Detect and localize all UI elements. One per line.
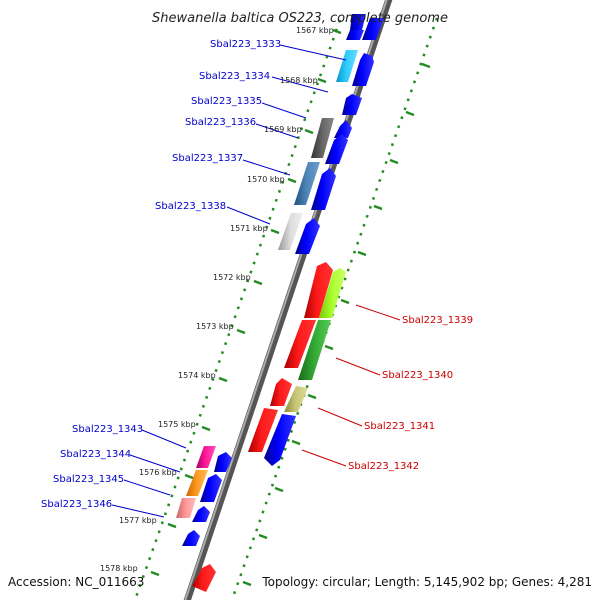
kbp-label: 1568 kbp — [280, 76, 318, 85]
genome-backbone — [183, 0, 393, 600]
gene-block-a1[interactable] — [362, 18, 384, 40]
gene-sbal223-1342[interactable] — [248, 408, 278, 452]
gene-block-c2[interactable] — [200, 474, 222, 502]
gene-sbal223-1333-b[interactable] — [346, 30, 364, 40]
gene-sbal223-1333[interactable] — [350, 14, 366, 30]
gene-sbal223-1341[interactable] — [284, 386, 308, 412]
gene-label-1342[interactable]: Sbal223_1342 — [348, 461, 419, 472]
kbp-label: 1573 kbp — [196, 322, 234, 331]
gene-label-1345[interactable]: Sbal223_1345 — [53, 474, 124, 485]
gene-label-1338[interactable]: Sbal223_1338 — [155, 201, 226, 212]
gene-sbal223-1345[interactable] — [176, 498, 196, 518]
kbp-label: 1575 kbp — [158, 420, 196, 429]
accession-text: Accession: NC_011663 — [8, 575, 144, 589]
gene-block-a2[interactable] — [352, 53, 374, 86]
inner-ring-ticks — [150, 28, 342, 577]
gene-sbal223-1338[interactable] — [278, 213, 303, 250]
left-label-connectors — [111, 44, 347, 518]
gene-block-a5[interactable] — [311, 168, 336, 210]
gene-label-1346[interactable]: Sbal223_1346 — [41, 499, 112, 510]
gene-label-1340[interactable]: Sbal223_1340 — [382, 370, 453, 381]
gene-label-1333[interactable]: Sbal223_1333 — [210, 39, 281, 50]
right-label-connectors — [301, 304, 401, 467]
genome-backbone-highlight — [184, 0, 388, 600]
gene-red-small[interactable] — [270, 378, 292, 406]
kbp-label: 1574 kbp — [178, 371, 216, 380]
gene-red-bottom[interactable] — [192, 564, 216, 592]
outer-ring-dots — [230, 17, 439, 600]
gene-sbal223-1340-b[interactable] — [298, 320, 331, 380]
gene-label-1335[interactable]: Sbal223_1335 — [191, 96, 262, 107]
gene-label-1337[interactable]: Sbal223_1337 — [172, 153, 243, 164]
gene-sbal223-1339-b[interactable] — [284, 320, 316, 368]
gene-block-a3[interactable] — [334, 120, 352, 138]
right-gene-labels: Sbal223_1339 Sbal223_1340 Sbal223_1341 S… — [348, 315, 473, 472]
gene-sbal223-1334[interactable] — [336, 50, 358, 82]
gene-sbal223-1335[interactable] — [342, 94, 362, 115]
kbp-label: 1571 kbp — [230, 224, 268, 233]
gene-sbal223-1339[interactable] — [304, 262, 333, 318]
kbp-label: 1577 kbp — [119, 516, 157, 525]
gene-block-c3[interactable] — [192, 506, 210, 522]
gene-sbal223-1346[interactable] — [182, 530, 200, 546]
outer-ring-ticks — [242, 62, 431, 587]
gene-sbal223-1340[interactable] — [319, 268, 346, 318]
kbp-label: 1572 kbp — [213, 273, 251, 282]
gene-sbal223-1344[interactable] — [186, 470, 208, 496]
gene-block-c1[interactable] — [214, 452, 232, 472]
gene-label-1334[interactable]: Sbal223_1334 — [199, 71, 270, 82]
gene-label-1344[interactable]: Sbal223_1344 — [60, 449, 131, 460]
gene-sbal223-1343[interactable] — [196, 446, 216, 468]
genome-title: Shewanella baltica OS223, complete genom… — [152, 11, 448, 26]
gene-sbal223-1336[interactable] — [311, 118, 334, 158]
left-gene-labels: Sbal223_1333 Sbal223_1334 Sbal223_1335 S… — [41, 39, 281, 510]
kbp-label: 1567 kbp — [296, 26, 334, 35]
kbp-label: 1570 kbp — [247, 175, 285, 184]
kbp-label: 1578 kbp — [100, 564, 138, 573]
gene-blue-down[interactable] — [264, 414, 296, 466]
gene-label-1343[interactable]: Sbal223_1343 — [72, 424, 143, 435]
gene-block-a6[interactable] — [295, 218, 320, 254]
gene-block-a4[interactable] — [325, 134, 348, 164]
gene-label-1341[interactable]: Sbal223_1341 — [364, 421, 435, 432]
gene-label-1336[interactable]: Sbal223_1336 — [185, 117, 256, 128]
topology-text: Topology: circular; Length: 5,145,902 bp… — [261, 575, 592, 589]
kbp-label: 1576 kbp — [139, 468, 177, 477]
gene-label-1339[interactable]: Sbal223_1339 — [402, 315, 473, 326]
kbp-label: 1569 kbp — [264, 125, 302, 134]
kbp-labels: 1567 kbp 1568 kbp 1569 kbp 1570 kbp 1571… — [100, 26, 334, 573]
gene-sbal223-1337[interactable] — [294, 162, 320, 205]
